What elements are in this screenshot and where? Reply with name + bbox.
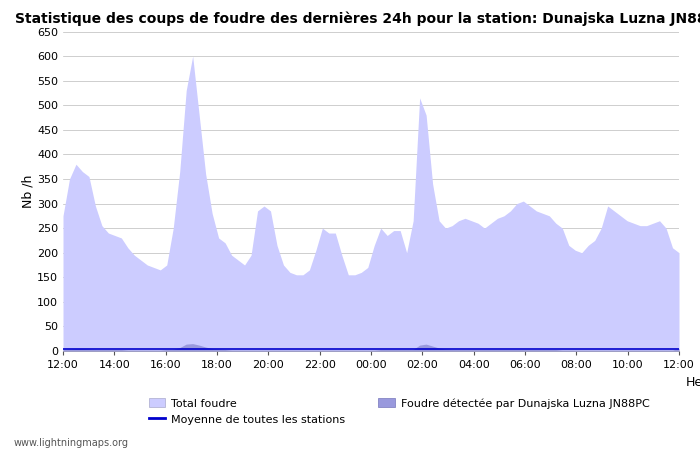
Title: Statistique des coups de foudre des dernières 24h pour la station: Dunajska Luzn: Statistique des coups de foudre des dern… xyxy=(15,12,700,26)
Text: Heure: Heure xyxy=(686,376,700,389)
Legend: Total foudre, Moyenne de toutes les stations, Foudre détectée par Dunajska Luzna: Total foudre, Moyenne de toutes les stat… xyxy=(148,398,650,425)
Y-axis label: Nb /h: Nb /h xyxy=(21,175,34,208)
Text: www.lightningmaps.org: www.lightningmaps.org xyxy=(14,438,129,448)
